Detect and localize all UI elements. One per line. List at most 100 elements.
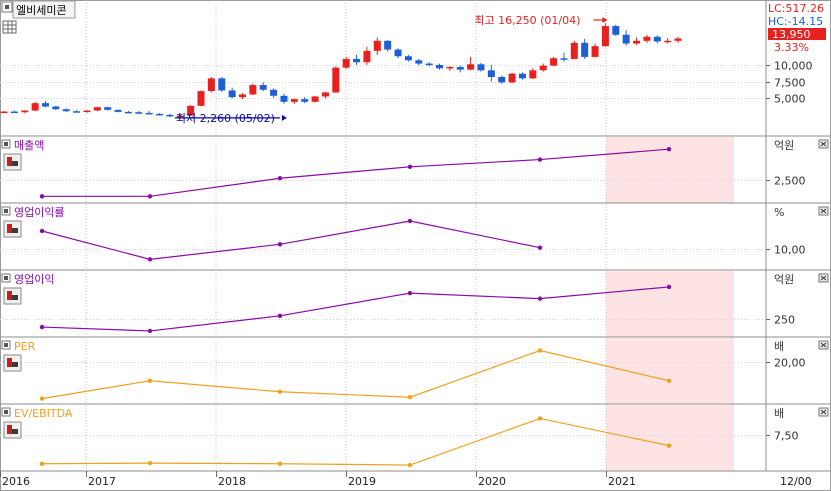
series-point (147, 328, 153, 334)
candle-body (104, 107, 112, 110)
candle-body (404, 56, 412, 61)
series-point (39, 194, 45, 199)
panel-settings-icon-bar (7, 358, 12, 367)
candle-body (446, 66, 454, 69)
stock-name-box[interactable] (12, 0, 76, 19)
series-point (277, 242, 283, 247)
forecast-shade (606, 271, 734, 337)
candle-body (114, 109, 122, 112)
price-tick-label: 10,000 (774, 60, 813, 73)
panel-settings-icon-bar (12, 295, 18, 300)
panel-collapse-icon-inner (4, 410, 8, 414)
series-point (39, 396, 45, 401)
candle-body (581, 42, 589, 57)
candle-body (477, 64, 485, 71)
series-point (407, 462, 413, 468)
candle-body (187, 105, 195, 116)
series-point (147, 257, 153, 262)
panel-title: PER (14, 340, 36, 353)
candle-body (207, 78, 215, 92)
table-icon[interactable] (2, 20, 17, 34)
forecast-shade (606, 137, 734, 203)
x-axis-right-label: 12/00 (780, 475, 812, 488)
panel-settings-icon-bar (7, 157, 12, 166)
lc-label: LC:517.26 (768, 2, 824, 15)
series-point (537, 348, 543, 353)
series-point (666, 443, 672, 448)
candle-body (52, 106, 60, 110)
collapse-icon-inner (5, 5, 9, 9)
candle-body (135, 112, 143, 114)
year-label: 2019 (348, 475, 376, 488)
series-point (537, 416, 543, 421)
panel-title: 매출액 (14, 139, 44, 152)
candle-body (456, 66, 464, 70)
candle-body (664, 40, 672, 43)
series-point (666, 146, 672, 152)
candle-body (570, 42, 578, 59)
forecast-shade (606, 405, 734, 471)
candle-body (332, 67, 340, 93)
candle-body (550, 58, 558, 66)
candle-body (539, 65, 547, 71)
candle-body (384, 40, 392, 50)
candle-body (311, 96, 319, 102)
candle-body (73, 111, 81, 113)
series-point (147, 194, 153, 199)
panel-tick-label: 250 (774, 314, 795, 327)
panel-collapse-icon-inner (4, 142, 8, 146)
candle-body (363, 50, 371, 63)
candle-body (176, 115, 184, 118)
series-line (41, 286, 670, 332)
candle-body (633, 40, 641, 44)
panel-close-icon-x (820, 342, 827, 348)
panel-unit-label: 억원 (774, 139, 794, 152)
candle-body (321, 92, 329, 97)
series-point (407, 218, 413, 224)
candle-body (394, 49, 402, 57)
series-line (41, 349, 670, 400)
candle-body (228, 90, 236, 98)
candle-body (62, 109, 70, 112)
series-point (537, 245, 543, 250)
price-tag-box (768, 28, 826, 40)
candle-body (270, 89, 278, 96)
series-point (39, 324, 45, 330)
panel-tick-label: 20,00 (774, 357, 806, 370)
candle-body (425, 63, 433, 66)
panel-settings-icon-bar (12, 161, 18, 166)
year-label: 2021 (608, 475, 636, 488)
candle-body (622, 34, 630, 44)
candle-body (21, 110, 29, 113)
candle-body (83, 110, 91, 113)
series-point (407, 164, 413, 170)
panel-close-icon-x (820, 409, 827, 415)
candle-body (508, 73, 516, 83)
panel-title: 영업이익 (14, 273, 54, 286)
panel-tick-label: 10,00 (774, 244, 806, 257)
candle-body (591, 46, 599, 57)
series-line (42, 148, 670, 197)
candle-body (166, 114, 174, 117)
series-point (537, 296, 543, 301)
candle-body (10, 111, 18, 114)
panel-close-icon-x (820, 141, 827, 147)
series-point (39, 228, 45, 234)
series-point (39, 461, 45, 466)
panel-settings-icon-bar (7, 425, 12, 434)
candle-body (280, 95, 288, 102)
change-percent: 3.33% (774, 41, 809, 54)
candle-body (498, 77, 506, 83)
candle-body (601, 26, 609, 47)
candle-body (259, 85, 267, 90)
candle-body (353, 58, 361, 63)
series-point (277, 461, 283, 466)
series-line (41, 417, 670, 466)
series-point (147, 460, 153, 466)
candle-body (156, 113, 164, 116)
year-label: 2020 (478, 475, 506, 488)
candle-body (518, 73, 526, 79)
panel-tick-label: 7,50 (774, 430, 799, 443)
year-label: 2017 (88, 475, 116, 488)
